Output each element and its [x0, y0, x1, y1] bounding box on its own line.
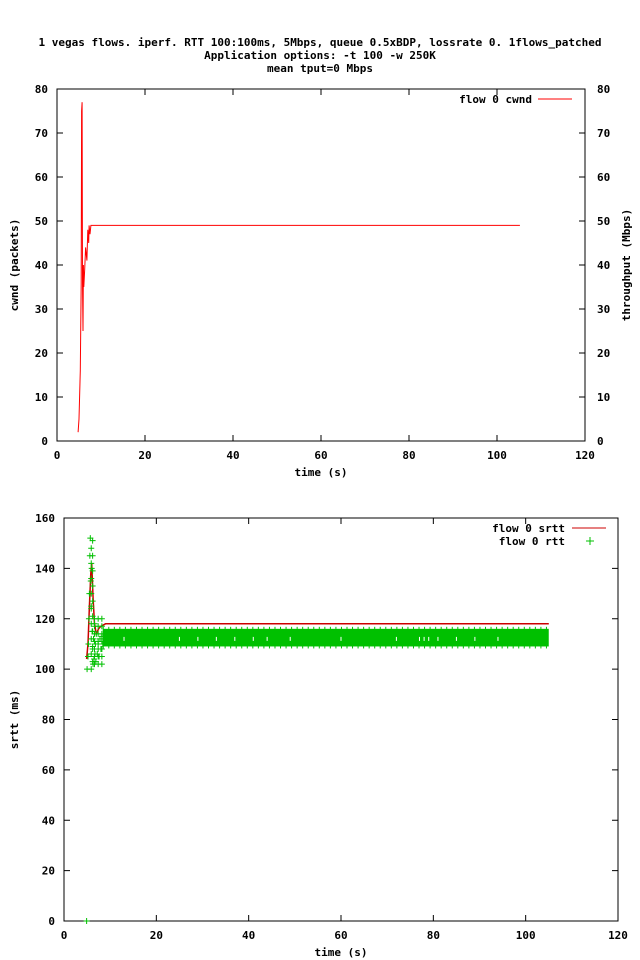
rtt-point	[98, 661, 105, 668]
y2-tick-label-1: 20	[597, 347, 610, 360]
rtt-point	[88, 590, 95, 597]
rtt-point	[98, 653, 105, 660]
rtt-point	[88, 545, 95, 552]
x-tick-label-1: 100	[487, 449, 507, 462]
rtt-point	[85, 653, 92, 660]
rtt-point	[88, 565, 95, 572]
y-tick-label-1: 60	[35, 171, 48, 184]
y-tick-label-1: 70	[35, 127, 48, 140]
series-line-cwnd	[77, 102, 520, 433]
x-tick-label-2: 80	[427, 929, 440, 942]
chart-mean-throughput: mean tput=0 Mbps	[267, 62, 373, 75]
rtt-point	[98, 623, 105, 630]
legend-label-cwnd: flow 0 cwnd	[459, 93, 532, 106]
rtt-point	[89, 567, 96, 574]
rtt-point	[89, 552, 96, 559]
y-tick-label-2: 60	[42, 764, 55, 777]
x-tick-label-1: 60	[314, 449, 327, 462]
rtt-point	[89, 583, 96, 590]
y-tick-label-1: 0	[41, 435, 48, 448]
y2-tick-label-1: 30	[597, 303, 610, 316]
y-tick-label-2: 120	[35, 613, 55, 626]
y-tick-label-2: 80	[42, 714, 55, 727]
x-tick-label-2: 60	[334, 929, 347, 942]
y-tick-label-1: 10	[35, 391, 48, 404]
rtt-point	[88, 560, 95, 567]
rtt-point	[85, 640, 92, 647]
rtt-point	[88, 635, 95, 642]
chart-subtitle: Application options: -t 100 -w 250K	[204, 49, 436, 62]
y2-tick-label-1: 80	[597, 83, 610, 96]
y2-tick-label-1: 50	[597, 215, 610, 228]
rtt-point	[98, 645, 105, 652]
y-tick-label-2: 40	[42, 814, 55, 827]
y2-tick-label-1: 40	[597, 259, 610, 272]
y-tick-label-2: 100	[35, 663, 55, 676]
y-tick-label-1: 20	[35, 347, 48, 360]
rtt-point	[98, 638, 105, 645]
y-tick-label-1: 50	[35, 215, 48, 228]
x-tick-label-1: 40	[226, 449, 239, 462]
rtt-point	[98, 615, 105, 622]
rtt-point	[88, 666, 95, 673]
y-tick-label-2: 20	[42, 865, 55, 878]
plot-frame-1	[56, 88, 586, 442]
y2-tick-label-1: 0	[597, 435, 604, 448]
rtt-point	[88, 651, 95, 658]
x-tick-label-2: 100	[516, 929, 536, 942]
y2-tick-label-1: 70	[597, 127, 610, 140]
rtt-dense-band	[103, 628, 549, 647]
x-tick-label-2: 40	[242, 929, 255, 942]
legend-label-srtt: flow 0 srtt	[492, 522, 565, 535]
y-tick-label-2: 140	[35, 562, 55, 575]
y-tick-label-1: 30	[35, 303, 48, 316]
y2-axis-label-1: throughput (Mbps)	[620, 209, 633, 322]
x-axis-label-1: time (s)	[295, 466, 348, 479]
rtt-point	[99, 640, 106, 647]
y2-tick-label-1: 10	[597, 391, 610, 404]
rtt-point	[98, 630, 105, 637]
plot-frame-2	[63, 517, 619, 922]
rtt-point	[83, 918, 90, 924]
y-axis-label-2: srtt (ms)	[8, 690, 21, 750]
x-axis-label-2: time (s)	[315, 946, 368, 959]
x-tick-label-1: 0	[54, 449, 61, 462]
x-tick-label-1: 20	[138, 449, 151, 462]
x-tick-label-1: 80	[402, 449, 415, 462]
y-tick-label-1: 80	[35, 83, 48, 96]
rtt-point	[88, 620, 95, 627]
x-tick-label-2: 20	[150, 929, 163, 942]
legend-label-rtt: flow 0 rtt	[499, 535, 565, 548]
rtt-point	[89, 598, 96, 605]
x-tick-label-2: 0	[61, 929, 68, 942]
rtt-point	[89, 537, 96, 544]
legend-swatch-rtt	[586, 537, 594, 545]
chart-title: 1 vegas flows. iperf. RTT 100:100ms, 5Mb…	[38, 36, 602, 49]
y2-tick-label-1: 60	[597, 171, 610, 184]
y-axis-label-1: cwnd (packets)	[8, 219, 21, 312]
y-tick-label-2: 160	[35, 512, 55, 525]
rtt-point	[88, 575, 95, 582]
x-tick-label-2: 120	[608, 929, 628, 942]
y-tick-label-1: 40	[35, 259, 48, 272]
y-tick-label-2: 0	[48, 915, 55, 928]
rtt-point	[85, 615, 92, 622]
rtt-point	[88, 605, 95, 612]
x-tick-label-1: 120	[575, 449, 595, 462]
